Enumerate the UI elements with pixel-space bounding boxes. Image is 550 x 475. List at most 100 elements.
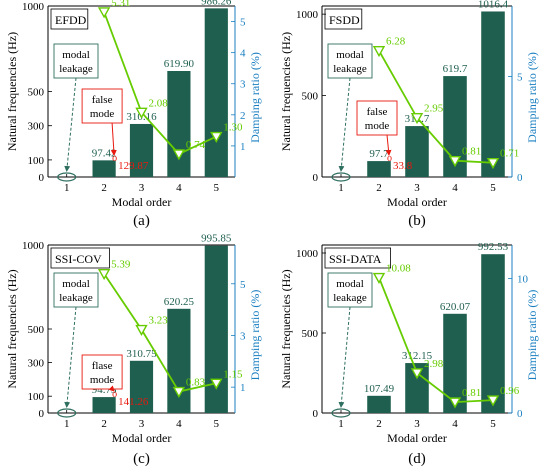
damping-marker (448, 156, 462, 168)
frequency-bar-label: 620.25 (164, 296, 195, 308)
right-tick-label: 0 (517, 408, 523, 420)
right-tick-label: 2 (240, 110, 246, 122)
x-tick-label: 2 (376, 418, 382, 430)
frequency-bar (443, 313, 467, 413)
chart-panel-1: EFDD 0 100 300 500 1000 1 2 3 4 5 1 2 3 4 5 Modal order N… (5, 0, 262, 229)
x-tick-label: 3 (139, 182, 145, 194)
false-mode-box (356, 100, 398, 136)
damping-marker (135, 107, 148, 119)
frequency-bar (129, 123, 154, 177)
x-tick-label: 1 (64, 182, 70, 194)
modal-leakage-box (327, 272, 373, 308)
frequency-bar-label: 97.7 (369, 148, 389, 160)
false-mode-value: 33.8 (393, 160, 413, 172)
frequency-bar-label: 995.85 (201, 233, 232, 245)
false-mode-value: 141.26 (118, 396, 149, 408)
left-tick-label: 0 (39, 408, 45, 420)
modal-leakage-label: leakage (59, 63, 93, 75)
modal-leakage-label: leakage (59, 292, 93, 304)
right-axis-title: Damping ratio (%) (248, 52, 262, 143)
panel-caption: (c) (133, 451, 150, 467)
frequency-bar (405, 126, 429, 177)
false-mode-box (81, 88, 123, 124)
modal-leakage-arrow (64, 77, 77, 172)
modal-leakage-label: modal (336, 278, 364, 290)
damping-value-label: 0.96 (500, 385, 520, 397)
right-tick-label: 5 (517, 71, 523, 83)
left-tick-label: 500 (28, 87, 45, 99)
damping-marker (135, 324, 148, 336)
x-tick-label: 4 (176, 182, 182, 194)
damping-value-label: 5.39 (111, 259, 131, 271)
frequency-bar-label: 1016.4 (478, 0, 509, 10)
damping-marker (372, 272, 386, 284)
x-tick-label: 2 (376, 182, 382, 194)
damping-marker (97, 7, 111, 19)
panel-caption: (a) (133, 213, 150, 229)
damping-line (378, 50, 494, 164)
frequency-bar (204, 8, 228, 178)
frequency-bar-label: 97.42 (92, 147, 117, 159)
modal-leakage-label: modal (62, 49, 90, 61)
left-tick-label: 1000 (296, 9, 319, 21)
modal-leakage-ellipse (57, 408, 77, 418)
panel-title-frame (50, 247, 110, 269)
left-tick-label: 500 (28, 324, 45, 336)
damping-line (103, 273, 217, 393)
chart-panel-2: FSDD 0 500 1000 0 5 1 2 3 4 5 Modal order Natural fr… (279, 0, 539, 229)
panel-title: SSI-COV (55, 252, 102, 266)
frequency-bar (367, 161, 391, 177)
damping-marker (210, 131, 223, 144)
false-mode-marker: o (112, 153, 117, 164)
modal-leakage-ellipse (331, 408, 351, 418)
chart-panel-4: SSI-DATA 0 500 1000 0 10 1 2 3 4 5 Modal order Natur… (279, 241, 539, 467)
right-tick-label: 3 (240, 79, 246, 91)
right-tick-label: 0 (517, 172, 523, 184)
panel-title: SSI-DATA (329, 252, 382, 266)
damping-value-label: 0.83 (186, 377, 206, 389)
frequency-bar (481, 11, 505, 177)
left-tick-label: 100 (28, 391, 45, 403)
false-mode-label: flase (92, 360, 113, 372)
damping-value-label: 0.81 (462, 387, 481, 399)
damping-marker (486, 158, 500, 170)
modal-leakage-ellipse (331, 172, 351, 182)
damping-marker (486, 395, 500, 407)
damping-value-label: 2.98 (424, 358, 444, 370)
panel-title: FSDD (329, 13, 360, 27)
damping-value-label: 0.81 (462, 146, 481, 158)
damping-value-label: 0.71 (500, 148, 519, 160)
x-tick-label: 5 (214, 418, 220, 430)
frequency-bar (481, 254, 505, 413)
left-tick-label: 300 (28, 121, 45, 133)
false-mode-value: 129.87 (118, 160, 149, 172)
modal-leakage-label: leakage (333, 292, 367, 304)
right-axis-title: Damping ratio (%) (525, 290, 539, 381)
frequency-bar-label: 992.53 (478, 241, 509, 253)
frequency-bar (92, 160, 116, 177)
frequency-bar (92, 397, 116, 413)
x-axis-title: Modal order (112, 195, 172, 209)
left-tick-label: 300 (28, 358, 45, 370)
x-tick-label: 3 (414, 182, 420, 194)
modal-leakage-label: leakage (333, 63, 367, 75)
frequency-bar-label: 620.07 (440, 301, 471, 313)
damping-marker (410, 368, 424, 380)
left-tick-label: 500 (302, 328, 319, 340)
damping-marker (97, 268, 111, 281)
frequency-bar (167, 70, 191, 177)
damping-value-label: 2.08 (149, 97, 169, 109)
panel-title-box: EFDD (50, 8, 89, 30)
modal-leakage-arrow (64, 306, 77, 408)
left-axis-title: Natural frequencies (Hz) (5, 269, 19, 388)
damping-value-label: 0.74 (186, 139, 206, 151)
damping-value-label: 1.15 (223, 368, 243, 380)
panel-title-box: FSDD (324, 8, 363, 30)
damping-marker (410, 112, 424, 125)
left-tick-label: 1000 (22, 240, 45, 252)
right-tick-label: 10 (517, 274, 529, 286)
damping-value-label: 1.30 (223, 122, 243, 134)
modal-leakage-box (327, 43, 373, 79)
modal-leakage-ellipse (57, 172, 77, 182)
false-mode-label: false (92, 94, 113, 106)
